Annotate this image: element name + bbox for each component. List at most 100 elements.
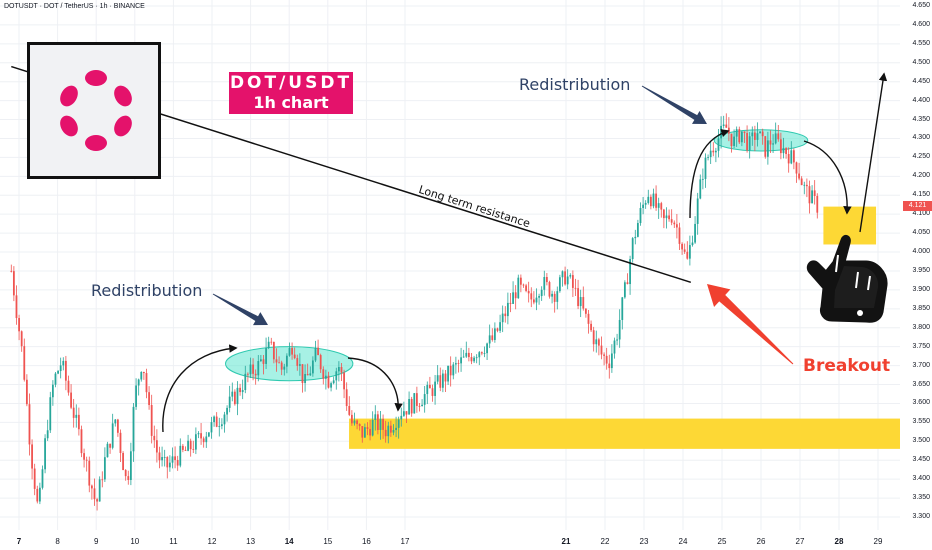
candle-body — [296, 358, 299, 366]
candle-body — [805, 184, 808, 187]
x-tick-label: 8 — [55, 537, 60, 546]
pointer-arrow-left — [212, 293, 268, 326]
candle-body — [124, 470, 127, 477]
candle-body — [595, 339, 598, 345]
candle-body — [540, 289, 543, 297]
candle-body — [777, 133, 780, 140]
candle-body — [304, 374, 306, 384]
candle-body — [145, 373, 148, 393]
candle-body — [753, 132, 756, 140]
candle-body — [168, 462, 171, 468]
y-tick-label: 3.350 — [912, 494, 930, 502]
candle-body — [77, 414, 80, 430]
candle-body — [356, 420, 358, 425]
candle-body — [813, 190, 816, 196]
candle-body — [228, 396, 231, 408]
candle-body — [626, 282, 629, 285]
candle-body — [522, 284, 525, 286]
candle-body — [441, 373, 444, 388]
candle-body — [493, 328, 496, 340]
candle-body — [683, 249, 686, 252]
candle-body — [543, 277, 546, 290]
candle-body — [756, 133, 759, 140]
candle-body — [465, 352, 468, 357]
candle-body — [319, 355, 322, 370]
candle-body — [699, 179, 702, 199]
candle-body — [62, 360, 65, 366]
candle-body — [285, 355, 288, 367]
x-tick-label: 21 — [561, 537, 571, 546]
candle-body — [577, 288, 579, 307]
candle-body — [246, 373, 249, 375]
candle-body — [444, 373, 447, 382]
candle-body — [574, 287, 577, 289]
candle-body — [322, 369, 325, 379]
y-tick-label: 4.300 — [912, 134, 930, 142]
candle-body — [400, 415, 403, 420]
pointer-arrow-right — [641, 85, 707, 124]
y-tick-label: 4.100 — [912, 210, 930, 218]
candle-body — [265, 348, 267, 364]
x-tick-label: 29 — [873, 537, 883, 546]
redistribution-label-left: Redistribution — [91, 281, 203, 300]
candle-body — [673, 222, 676, 225]
polkadot-logo — [27, 42, 161, 179]
candle-body — [525, 285, 527, 291]
candle-body — [730, 133, 733, 147]
candle-body — [93, 488, 96, 500]
candle-body — [447, 365, 449, 382]
candle-body — [353, 420, 356, 424]
projection-arrow — [859, 72, 888, 233]
candle-body — [59, 365, 62, 372]
candle-body — [103, 457, 106, 480]
x-tick-label: 13 — [246, 537, 256, 546]
y-tick-label: 4.650 — [912, 2, 930, 9]
candle-body — [387, 425, 390, 437]
candle-body — [137, 379, 140, 386]
candle-body — [176, 460, 179, 466]
candle-body — [660, 203, 663, 210]
candle-body — [545, 277, 548, 283]
candle-body — [532, 299, 535, 303]
candle-body — [808, 186, 811, 204]
candle-body — [358, 424, 361, 427]
candle-body — [223, 414, 226, 425]
candle-body — [332, 380, 335, 384]
candle-body — [402, 411, 405, 416]
candle-body — [519, 277, 522, 285]
candle-body — [722, 124, 725, 126]
candle-body — [618, 319, 621, 340]
candle-body — [252, 364, 254, 374]
candle-body — [36, 488, 39, 502]
candle-body — [202, 438, 205, 443]
candle-body — [215, 416, 218, 427]
candle-body — [44, 438, 46, 470]
candle-body — [158, 452, 161, 461]
candle-body — [566, 276, 569, 285]
candle-body — [616, 339, 618, 341]
candle-body — [220, 424, 223, 427]
candle-body — [787, 154, 790, 164]
candle-body — [166, 457, 169, 468]
candle-body — [293, 354, 296, 359]
candle-body — [608, 363, 611, 369]
candle-body — [382, 418, 384, 430]
candle-body — [504, 313, 507, 317]
candle-body — [634, 236, 637, 239]
candle-body — [298, 364, 301, 366]
candle-body — [350, 414, 353, 424]
candle-body — [527, 290, 530, 294]
x-tick-label: 9 — [93, 537, 99, 546]
candle-body — [67, 380, 70, 393]
candle-body — [114, 419, 117, 424]
candle-body — [772, 143, 774, 145]
candle-body — [496, 328, 499, 331]
candle-body — [558, 277, 561, 292]
candle-body — [590, 323, 592, 331]
candle-body — [551, 293, 553, 297]
x-tick-label: 14 — [284, 537, 294, 546]
y-tick-label: 4.350 — [912, 115, 930, 123]
candle-body — [597, 339, 600, 346]
candle-body — [324, 375, 327, 379]
curve-arrow-up-left — [162, 344, 238, 433]
